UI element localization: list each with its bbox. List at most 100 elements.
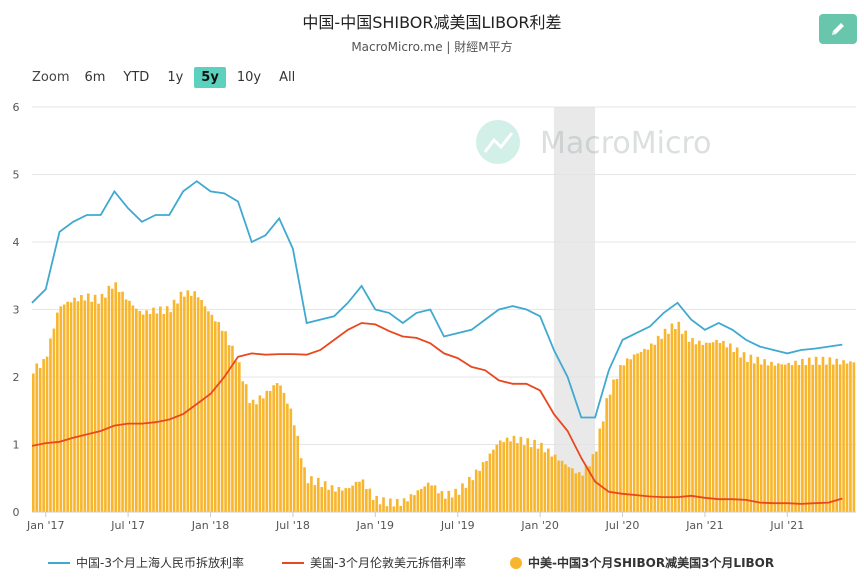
spread-bar xyxy=(231,345,234,512)
spread-bar xyxy=(196,297,200,512)
legend-swatch-libor xyxy=(282,561,304,564)
legend-item-spread[interactable]: 中美-中国3个月SHIBOR减美国3个月LIBOR xyxy=(510,554,774,571)
legend-label-libor: 美国-3个月伦敦美元拆借利率 xyxy=(310,556,466,570)
spread-bar xyxy=(227,345,231,512)
svg-text:MacroMicro: MacroMicro xyxy=(540,126,712,161)
spread-bar xyxy=(598,428,602,512)
spread-bar xyxy=(303,467,306,512)
spread-bar xyxy=(838,364,842,512)
spread-bar xyxy=(560,460,564,512)
spread-bar xyxy=(406,501,409,512)
spread-bar xyxy=(351,485,354,512)
spread-bar xyxy=(32,373,35,512)
spread-bar xyxy=(337,487,341,512)
spread-bar xyxy=(684,330,687,512)
spread-bar xyxy=(615,378,619,512)
zoom-1y-button[interactable]: 1y xyxy=(167,70,184,85)
y-tick-label: 2 xyxy=(13,371,20,384)
x-tick-label: Jan '19 xyxy=(356,519,394,532)
spread-bar xyxy=(533,439,536,512)
x-tick-label: Jan '21 xyxy=(685,519,723,532)
spread-bar xyxy=(368,488,372,512)
spread-bar xyxy=(519,436,523,512)
spread-bar xyxy=(354,481,358,512)
spread-bar xyxy=(292,425,296,512)
zoom-10y-button[interactable]: 10y xyxy=(236,70,262,85)
spread-bar xyxy=(852,362,856,512)
legend-label-shibor: 中国-3个月上海人民币拆放利率 xyxy=(76,556,244,570)
spread-bar xyxy=(718,342,722,512)
x-tick-label: Jul '18 xyxy=(275,519,310,532)
spread-bar xyxy=(365,489,368,512)
spread-bar xyxy=(165,306,169,512)
spread-bar xyxy=(485,460,488,512)
spread-bar xyxy=(722,340,725,512)
spread-bar xyxy=(550,456,554,512)
legend-item-shibor[interactable]: 中国-3个月上海人民币拆放利率 xyxy=(48,554,244,571)
spread-bar xyxy=(258,395,262,512)
spread-bar xyxy=(540,442,543,512)
spread-bar xyxy=(220,330,224,512)
spread-bar xyxy=(193,291,196,512)
spread-bar xyxy=(272,385,275,512)
zoom-selector: Zoom 6m YTD 1y 5y 10y All xyxy=(32,67,306,88)
spread-bar xyxy=(849,361,852,512)
spread-bar xyxy=(409,494,413,512)
spread-bar xyxy=(828,357,832,512)
chart-area: 0 1 2 3 4 5 6 MacroMicro Jan '17 Jul '17 Jan '18 Ju… xyxy=(13,101,856,532)
spread-bar xyxy=(667,333,670,512)
spread-bar xyxy=(746,361,749,512)
spread-bar xyxy=(399,505,402,512)
spread-bar xyxy=(440,491,444,512)
spread-bar xyxy=(636,353,639,512)
spread-bar xyxy=(296,435,299,512)
spread-bar xyxy=(35,363,39,512)
spread-bar xyxy=(210,314,214,512)
spread-bar xyxy=(516,443,519,512)
spread-bar xyxy=(138,311,142,512)
spread-bar xyxy=(128,300,131,512)
spread-bar xyxy=(395,498,399,512)
spread-bar xyxy=(825,364,828,512)
y-tick-label: 3 xyxy=(13,304,20,317)
spread-bar xyxy=(601,421,605,512)
spread-bar xyxy=(625,358,629,512)
spread-bar xyxy=(347,488,351,512)
spread-bar xyxy=(389,498,392,512)
spread-bar xyxy=(735,347,739,512)
x-tick-label: Jul '19 xyxy=(440,519,475,532)
spread-bar xyxy=(124,299,128,512)
spread-bar xyxy=(121,291,124,512)
spread-bar xyxy=(646,349,650,512)
y-tick-label: 5 xyxy=(13,169,20,182)
zoom-6m-button[interactable]: 6m xyxy=(84,70,106,85)
spread-bar xyxy=(179,291,183,512)
spread-bar xyxy=(200,299,203,512)
edit-button[interactable] xyxy=(819,14,857,44)
spread-bar xyxy=(612,379,615,512)
spread-bar xyxy=(135,308,138,512)
legend-item-libor[interactable]: 美国-3个月伦敦美元拆借利率 xyxy=(282,554,466,571)
spread-bar xyxy=(117,292,121,512)
spread-bar xyxy=(83,300,87,512)
spread-bar xyxy=(265,390,269,512)
zoom-5y-button[interactable]: 5y xyxy=(194,67,226,88)
zoom-all-button[interactable]: All xyxy=(279,70,296,85)
spread-bar xyxy=(471,480,475,512)
spread-bar xyxy=(818,364,821,512)
spread-bar xyxy=(739,357,742,512)
y-tick-label: 4 xyxy=(13,236,20,249)
spread-bar xyxy=(632,354,636,512)
spread-bar xyxy=(457,494,461,512)
spread-bar xyxy=(155,313,159,512)
spread-bar xyxy=(842,360,845,512)
x-tick-label: Jan '18 xyxy=(191,519,229,532)
spread-bar xyxy=(777,363,780,512)
spread-bar xyxy=(176,303,179,512)
spread-bar xyxy=(581,475,584,512)
spread-bar xyxy=(244,384,248,512)
chart-subtitle: MacroMicro.me | 財經M平方 xyxy=(351,40,513,54)
spread-bar xyxy=(313,485,317,512)
zoom-ytd-button[interactable]: YTD xyxy=(123,70,150,85)
spread-bar xyxy=(831,364,835,512)
